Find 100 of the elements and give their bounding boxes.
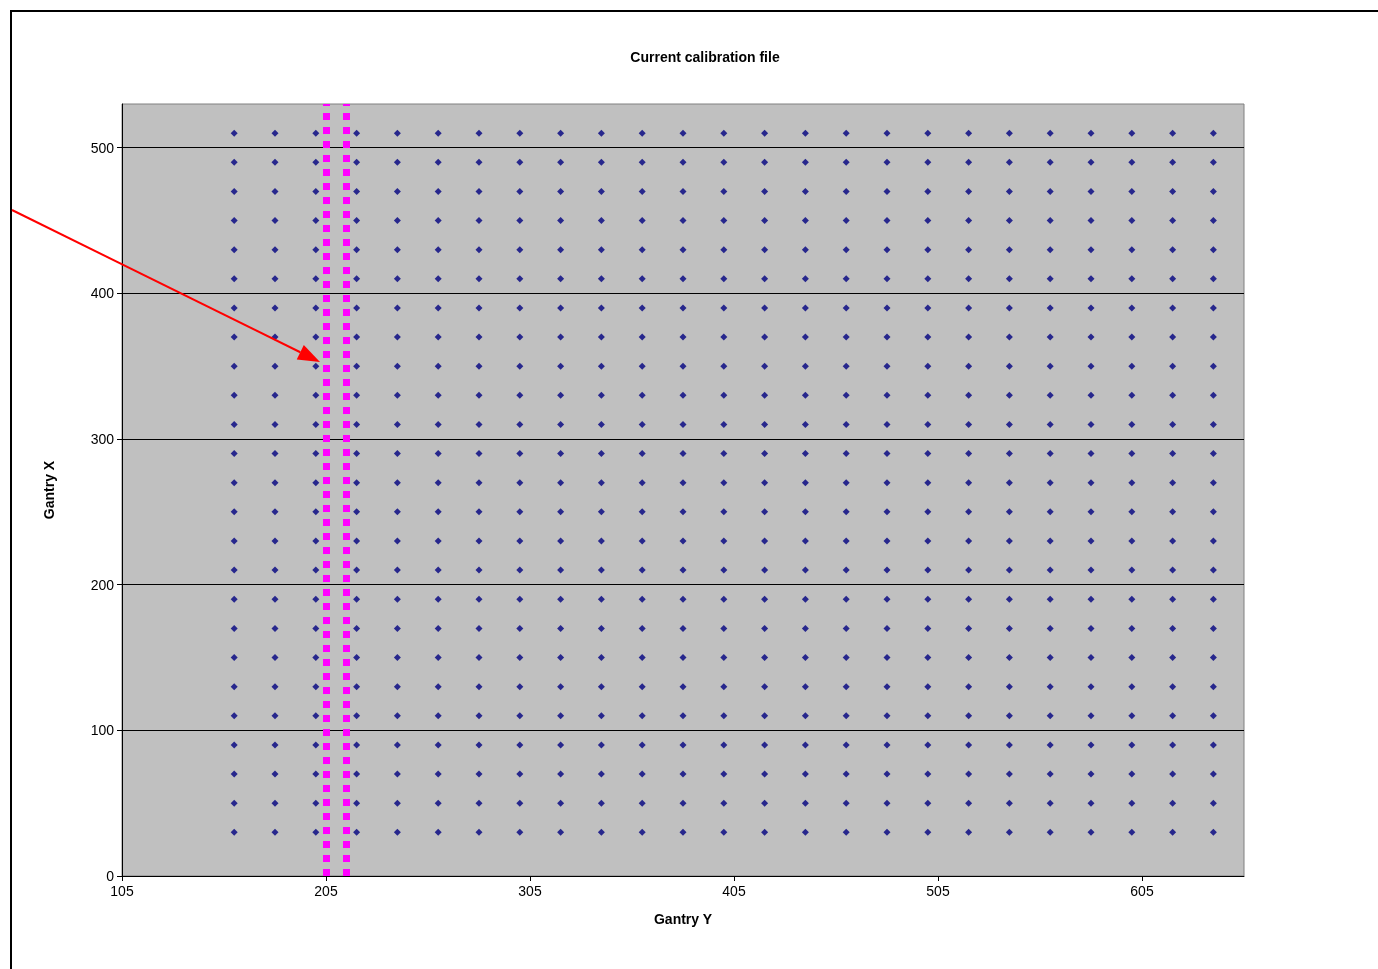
point [1169, 158, 1177, 166]
point [761, 799, 769, 807]
point [557, 304, 565, 312]
point [434, 246, 442, 254]
point [271, 479, 279, 487]
point [1128, 391, 1136, 399]
point [1087, 129, 1095, 137]
point [475, 129, 483, 137]
point [679, 799, 687, 807]
point [353, 595, 361, 603]
point [557, 479, 565, 487]
point [801, 217, 809, 225]
point [1087, 828, 1095, 836]
point [393, 654, 401, 662]
point [1169, 770, 1177, 778]
point [393, 158, 401, 166]
point [1169, 508, 1177, 516]
point [1046, 304, 1054, 312]
point [1209, 741, 1217, 749]
point [720, 654, 728, 662]
point [557, 275, 565, 283]
point [801, 799, 809, 807]
point [883, 712, 891, 720]
point [1087, 712, 1095, 720]
point [842, 479, 850, 487]
point [1209, 129, 1217, 137]
point [434, 566, 442, 574]
point [761, 770, 769, 778]
point [393, 712, 401, 720]
point [761, 828, 769, 836]
point [924, 275, 932, 283]
point [638, 275, 646, 283]
point [230, 479, 238, 487]
point [965, 450, 973, 458]
point [679, 624, 687, 632]
point [965, 158, 973, 166]
point [516, 275, 524, 283]
point [393, 129, 401, 137]
point [638, 129, 646, 137]
point [638, 828, 646, 836]
point [353, 391, 361, 399]
point [516, 391, 524, 399]
point [924, 217, 932, 225]
point [801, 450, 809, 458]
point [761, 566, 769, 574]
point [924, 537, 932, 545]
point [720, 187, 728, 195]
point [1046, 187, 1054, 195]
point [393, 741, 401, 749]
point [516, 479, 524, 487]
point [312, 333, 320, 341]
point [353, 217, 361, 225]
point [434, 741, 442, 749]
point [1209, 595, 1217, 603]
point [475, 770, 483, 778]
point [1046, 741, 1054, 749]
point [679, 391, 687, 399]
point [638, 508, 646, 516]
point [1087, 450, 1095, 458]
point [842, 508, 850, 516]
point [312, 770, 320, 778]
point [353, 187, 361, 195]
point [1128, 304, 1136, 312]
point [965, 799, 973, 807]
point [1087, 362, 1095, 370]
point [679, 129, 687, 137]
point [883, 683, 891, 691]
point [1046, 828, 1054, 836]
point [434, 770, 442, 778]
point [393, 799, 401, 807]
point [434, 595, 442, 603]
point [720, 770, 728, 778]
y-tick-label: 100 [90, 722, 115, 739]
point [230, 595, 238, 603]
point [434, 158, 442, 166]
point [597, 246, 605, 254]
point [1128, 537, 1136, 545]
point [720, 158, 728, 166]
point [638, 420, 646, 428]
point [312, 246, 320, 254]
point [842, 537, 850, 545]
point [1209, 187, 1217, 195]
point [1005, 770, 1013, 778]
point [883, 479, 891, 487]
point [801, 304, 809, 312]
point [883, 246, 891, 254]
point [597, 508, 605, 516]
point [1209, 654, 1217, 662]
point [557, 828, 565, 836]
point [475, 741, 483, 749]
point [230, 624, 238, 632]
point [1005, 246, 1013, 254]
point [1046, 566, 1054, 574]
point [557, 158, 565, 166]
point [1169, 129, 1177, 137]
point [720, 362, 728, 370]
point [353, 828, 361, 836]
point [475, 479, 483, 487]
point [516, 566, 524, 574]
point [761, 508, 769, 516]
